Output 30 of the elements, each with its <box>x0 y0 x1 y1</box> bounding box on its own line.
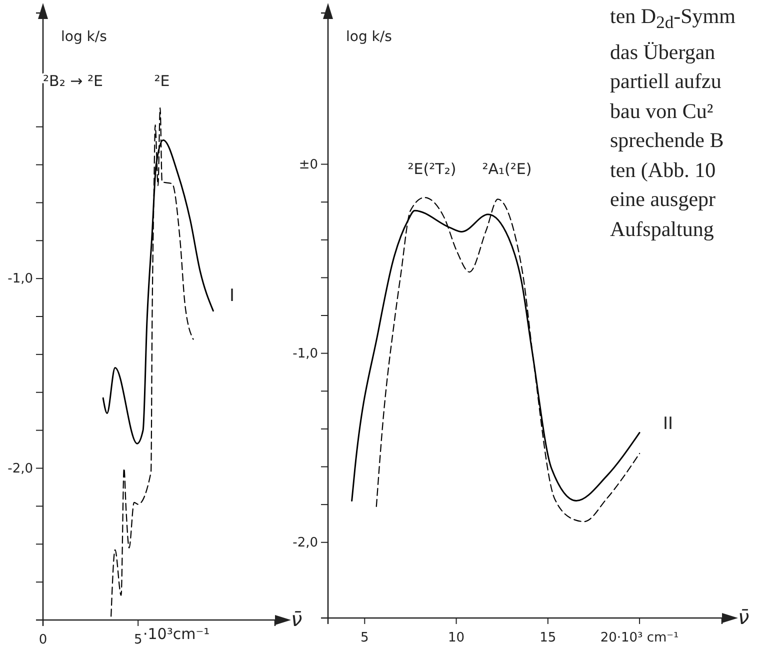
annotation: eine ausgepr <box>610 186 717 214</box>
x-tick-label: 5 <box>360 630 369 646</box>
x-axis-title: ν̄ <box>738 605 750 629</box>
annotation: II <box>662 414 674 434</box>
y-tick-label: -2,0 <box>8 461 33 476</box>
annotation: ²E <box>154 72 170 90</box>
x-tick-label: 15 <box>540 630 556 646</box>
y-tick-label: -1,0 <box>292 346 318 362</box>
text: ·10³cm⁻¹ <box>143 625 210 644</box>
annotation: sprechende B <box>610 127 725 154</box>
annotation: das Übergan <box>610 38 716 66</box>
annotation: ²A₁(²E) <box>482 160 532 178</box>
x-tick-label: 0 <box>38 632 48 648</box>
annotation: bau von Cu² <box>610 98 714 125</box>
annotation: Aufspaltung <box>610 216 715 243</box>
annotation: ten D$_{2d}$-Symm <box>610 3 736 34</box>
x-tick-label: 20·10³ cm⁻¹ <box>600 630 679 646</box>
y-tick-label: -1,0 <box>8 272 33 287</box>
y-tick-label: -2,0 <box>292 536 318 551</box>
annotation: ten (Abb. 10 <box>610 156 717 184</box>
annotation: I <box>229 286 235 306</box>
x-axis-title: ν̄ <box>291 607 302 631</box>
x-tick-label: 5 <box>134 632 142 648</box>
annotation: ²E(²T₂) <box>408 160 456 178</box>
x-tick-label: 10 <box>448 630 465 646</box>
y-axis-title: log k/s <box>346 29 392 45</box>
annotation: partiell aufzu <box>610 68 722 96</box>
y-tick-label: ±0 <box>298 157 318 172</box>
annotation: ²B₂ → ²E <box>43 72 103 90</box>
y-axis-title: log k/s <box>61 29 107 45</box>
